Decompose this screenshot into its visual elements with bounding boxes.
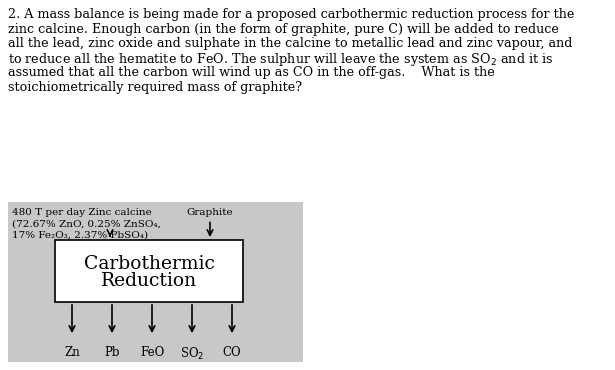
Text: Graphite: Graphite: [187, 208, 233, 217]
Bar: [8, 202, 303, 362]
Text: Reduction: Reduction: [101, 272, 197, 290]
Text: CO: CO: [223, 346, 241, 359]
Text: Pb: Pb: [105, 346, 120, 359]
Text: FeO: FeO: [140, 346, 164, 359]
Text: 2. A mass balance is being made for a proposed carbothermic reduction process fo: 2. A mass balance is being made for a pr…: [8, 8, 574, 21]
Text: Zn: Zn: [64, 346, 80, 359]
Text: 17% Fe₂O₃, 2.37% PbSO₄): 17% Fe₂O₃, 2.37% PbSO₄): [12, 231, 148, 240]
Bar: [55, 240, 243, 302]
Text: assumed that all the carbon will wind up as CO in the off-gas.    What is the: assumed that all the carbon will wind up…: [8, 66, 494, 79]
Text: all the lead, zinc oxide and sulphate in the calcine to metallic lead and zinc v: all the lead, zinc oxide and sulphate in…: [8, 37, 573, 50]
Text: (72.67% ZnO, 0.25% ZnSO₄,: (72.67% ZnO, 0.25% ZnSO₄,: [12, 219, 161, 229]
Text: to reduce all the hematite to FeO. The sulphur will leave the system as SO$_2$ a: to reduce all the hematite to FeO. The s…: [8, 51, 554, 68]
Text: SO$_2$: SO$_2$: [180, 346, 204, 362]
Text: zinc calcine. Enough carbon (in the form of graphite, pure C) will be added to r: zinc calcine. Enough carbon (in the form…: [8, 23, 559, 36]
Text: 480 T per day Zinc calcine: 480 T per day Zinc calcine: [12, 208, 152, 217]
Text: stoichiometrically required mass of graphite?: stoichiometrically required mass of grap…: [8, 81, 302, 94]
Text: Carbothermic: Carbothermic: [84, 255, 215, 273]
